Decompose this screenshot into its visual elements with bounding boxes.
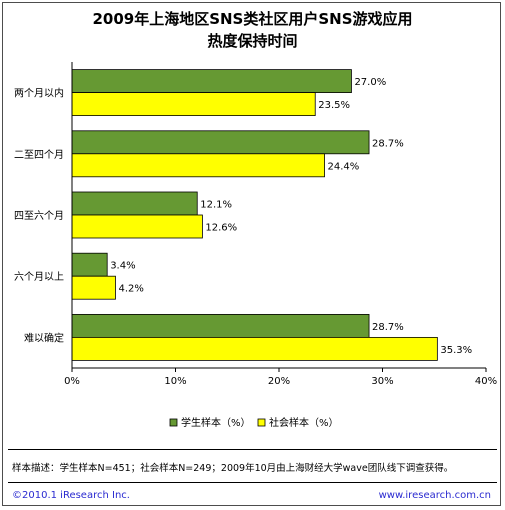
sample-note: 样本描述：学生样本N=451；社会样本N=249；2009年10月由上海财经大学… xyxy=(12,463,454,474)
data-label-social-1: 24.4% xyxy=(328,161,360,172)
data-label-social-4: 35.3% xyxy=(440,345,472,356)
legend-swatch-social xyxy=(257,418,266,427)
footer-divider xyxy=(8,482,497,483)
category-label-3: 六个月以上 xyxy=(14,271,64,283)
bar-social-2 xyxy=(71,214,203,239)
x-tick-label-2: 20% xyxy=(268,376,290,387)
title-line-1: 2009年上海地区SNS类社区用户SNS游戏应用 xyxy=(92,10,413,28)
legend-label-social: 社会样本（%） xyxy=(269,416,339,429)
data-label-student-4: 28.7% xyxy=(372,322,404,333)
x-tick-label-3: 30% xyxy=(371,376,393,387)
data-label-social-3: 4.2% xyxy=(118,284,143,295)
category-label-2: 四至六个月 xyxy=(14,210,64,222)
bar-social-3 xyxy=(71,275,116,300)
title-line-2: 热度保持时间 xyxy=(207,32,298,50)
bar-social-1 xyxy=(71,153,325,178)
data-label-student-2: 12.1% xyxy=(200,200,232,211)
data-label-social-2: 12.6% xyxy=(205,223,237,234)
x-tick-label-0: 0% xyxy=(64,376,80,387)
bar-student-3 xyxy=(71,252,108,277)
chart-title: 2009年上海地区SNS类社区用户SNS游戏应用 热度保持时间 xyxy=(0,8,505,52)
bar-social-4 xyxy=(71,336,438,361)
bar-student-0 xyxy=(71,69,352,93)
bar-student-4 xyxy=(71,313,370,338)
bar-student-2 xyxy=(71,191,198,216)
website-link[interactable]: www.iresearch.com.cn xyxy=(378,490,491,501)
legend-swatch-student xyxy=(169,418,178,427)
legend-label-student: 学生样本（%） xyxy=(181,416,251,429)
category-label-1: 二至四个月 xyxy=(14,149,64,161)
data-label-student-3: 3.4% xyxy=(110,261,135,272)
x-tick-label-1: 10% xyxy=(164,376,186,387)
category-label-0: 两个月以内 xyxy=(14,87,64,100)
data-label-student-0: 27.0% xyxy=(354,77,386,88)
bar-social-0 xyxy=(71,92,316,116)
copyright-text: ©2010.1 iResearch Inc. xyxy=(12,490,130,501)
data-label-social-0: 23.5% xyxy=(318,100,350,111)
data-label-student-1: 28.7% xyxy=(372,138,404,149)
bar-student-1 xyxy=(71,130,370,155)
note-divider xyxy=(8,449,497,450)
category-label-4: 难以确定 xyxy=(24,331,64,344)
x-tick-label-4: 40% xyxy=(475,376,497,387)
bar-chart: 27.0% 23.5% 两个月以内 28.7% 24.4% 二至四个月 12.1% 12.6%… xyxy=(14,62,497,429)
